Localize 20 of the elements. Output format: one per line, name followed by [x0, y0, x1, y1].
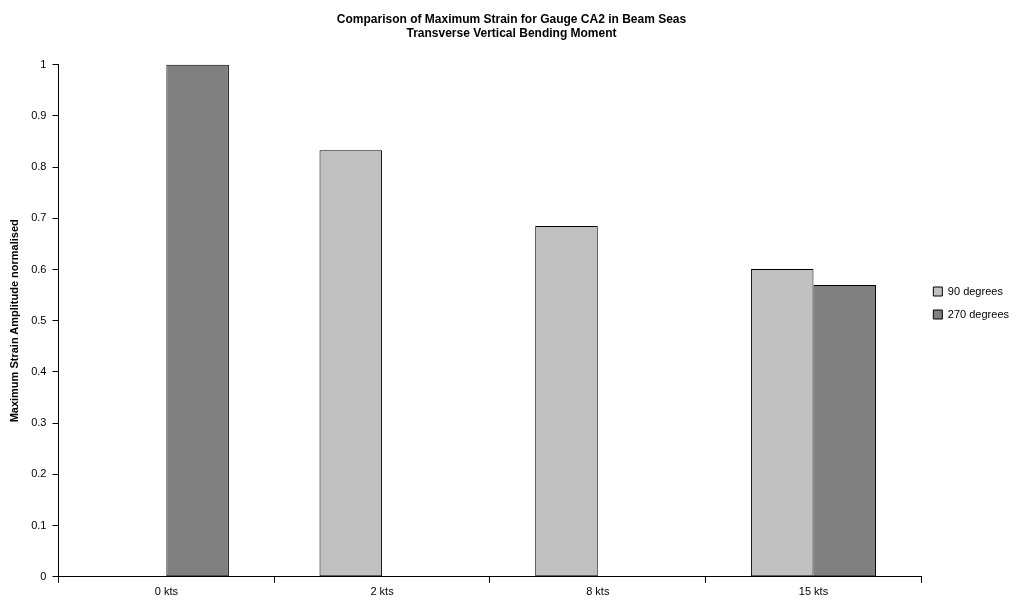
x-tick-label: 15 kts — [798, 585, 829, 598]
y-axis-title: Maximum Strain Amplitude normalised — [7, 219, 20, 423]
y-tick-label: 0 — [40, 569, 47, 582]
legend-label: 90 degrees — [947, 284, 1004, 297]
x-tick-label: 8 kts — [586, 585, 610, 598]
legend-label: 270 degrees — [947, 307, 1010, 320]
y-tick-label: 0.1 — [31, 518, 47, 531]
y-tick-label: 1 — [40, 57, 47, 70]
y-tick-label: 0.3 — [31, 416, 47, 429]
chart-subtitle: Transverse Vertical Bending Moment — [406, 25, 617, 40]
x-tick-label: 2 kts — [370, 585, 395, 598]
y-tick-label: 0.5 — [31, 313, 47, 326]
y-tick-label: 0.8 — [31, 160, 47, 173]
y-tick-label: 0.4 — [31, 365, 47, 378]
x-tick-label: 0 kts — [154, 585, 179, 598]
chart-title: Comparison of Maximum Strain for Gauge CA2 in Beam Seas — [336, 11, 687, 26]
y-tick-label: 0.2 — [31, 467, 47, 480]
y-tick-label: 0.9 — [31, 109, 47, 122]
y-tick-label: 0.7 — [31, 211, 47, 224]
y-tick-label: 0.6 — [31, 262, 47, 275]
